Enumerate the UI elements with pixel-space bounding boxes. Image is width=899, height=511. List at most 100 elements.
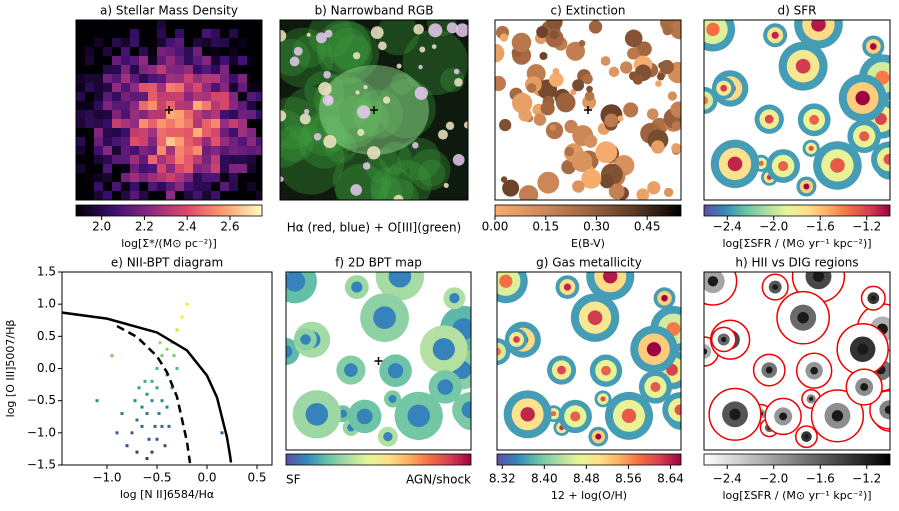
image-pixel [103,164,112,173]
image-patch [526,83,537,93]
image-pixel [202,92,211,101]
image-pixel [139,29,148,38]
image-patch [549,30,559,40]
image-pixel [220,155,229,164]
image-pixel [94,47,103,56]
image-pixel [103,29,112,38]
image-patch [671,143,681,154]
image-pixel [229,74,238,83]
image-glow [418,159,446,187]
scatter-point [220,431,224,435]
colorbar-tick-label: 8.32 [489,472,516,486]
image-patch [583,134,598,148]
image-pixel [229,182,238,191]
image-patch [578,39,586,47]
image-patch [659,59,674,75]
image-core [674,404,681,416]
image-pixel [247,191,256,200]
image-pixel [103,74,112,83]
image-pixel [166,56,175,65]
colorbar-tick-label: 8.48 [573,472,600,486]
image-pixel [202,38,211,47]
image-pixel [139,128,148,137]
image-pixel [148,128,157,137]
image-pixel [202,119,211,128]
scatter-point [145,457,149,461]
image-pixel [238,29,247,38]
image-pixel [238,56,247,65]
image-pixel [256,29,262,38]
scatter-point [155,386,159,390]
image-pixel [148,119,157,128]
panel-image [495,20,681,200]
image-pixel [175,56,184,65]
image-pixel [211,146,220,155]
image-pixel [130,155,139,164]
image-patch [552,67,560,75]
image-pixel [112,101,121,110]
image-core [513,336,520,343]
panel-title: e) NII-BPT diagram [111,256,223,270]
image-pixel [229,47,238,56]
image-glow [335,163,388,200]
image-pixel [85,101,94,110]
image-pixel [202,182,211,191]
image-pixel [211,83,220,92]
image-pixel [166,128,175,137]
image-pixel [85,56,94,65]
image-core [551,411,557,417]
image-pixel [148,92,157,101]
caption: Hα (red, blue) + O[III](green) [287,221,461,235]
image-pixel [175,20,184,29]
image-pixel [112,83,121,92]
image-pixel [130,137,139,146]
image-core [373,306,396,330]
panel-title: a) Stellar Mass Density [100,4,238,18]
image-patch [495,43,505,63]
image-pixel [220,101,229,110]
image-pixel [202,20,211,29]
image-core [601,365,611,376]
image-core [831,410,844,422]
image-pixel [103,182,112,191]
image-glow [333,34,373,74]
image-pixel [121,191,130,200]
x-tick-label: 0.0 [197,471,216,485]
image-core [595,433,602,440]
scatter-point [165,347,169,351]
image-pixel [76,29,85,38]
scatter-point [115,431,119,435]
image-pixel [202,146,211,155]
image-core [804,434,809,439]
colorbar-tick-label: −2.0 [759,220,788,234]
image-pixel [139,137,148,146]
image-core [855,90,870,106]
image-glow [332,151,392,200]
image-pixel [76,101,85,110]
image-pixel [103,146,112,155]
image-patch [599,174,614,189]
image-patch [539,51,548,61]
scatter-point [165,405,169,409]
panel-image [76,20,262,200]
image-knot [419,46,426,53]
image-pixel [85,137,94,146]
image-pixel [229,65,238,74]
image-pixel [193,101,202,110]
image-pixel [211,29,220,38]
image-pixel [193,74,202,83]
scatter-point [155,437,159,441]
image-pixel [139,74,148,83]
colorbar-tick-label: −2.0 [759,472,788,486]
image-pixel [94,128,103,137]
image-pixel [103,65,112,74]
image-pixel [94,20,103,29]
image-pixel [166,137,175,146]
image-pixel [247,164,256,173]
image-patch [518,108,532,122]
image-pixel [238,83,247,92]
image-pixel [85,92,94,101]
image-pixel [193,110,202,119]
image-pixel [157,38,166,47]
image-pixel [157,110,166,119]
